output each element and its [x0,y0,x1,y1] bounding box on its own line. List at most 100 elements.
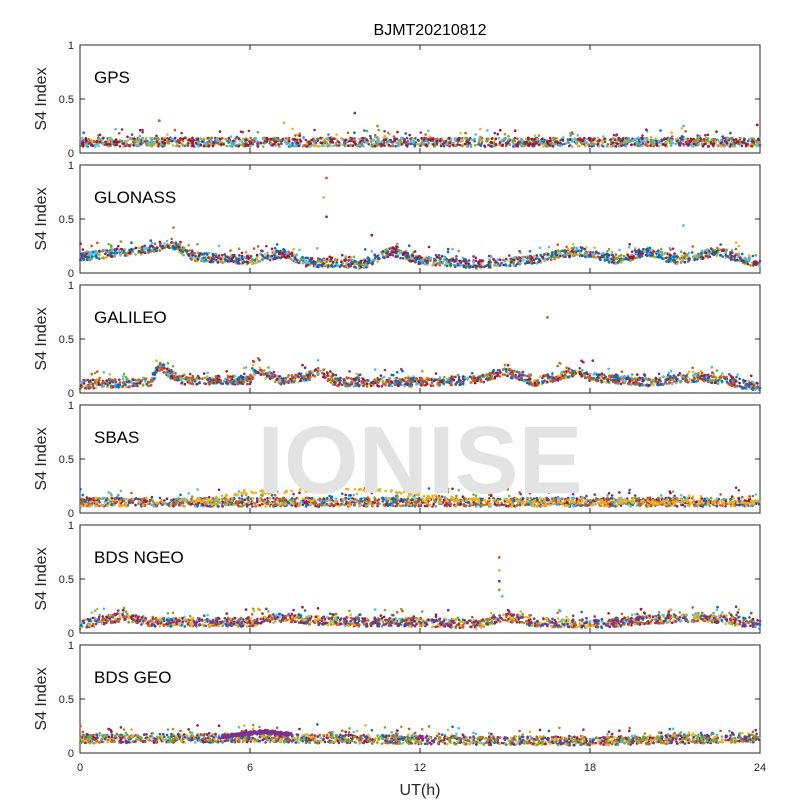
data-point [202,256,205,260]
data-point [619,253,623,257]
data-point [492,257,495,261]
data-point [751,254,755,258]
data-point [376,254,380,258]
data-point [606,143,610,146]
data-point [190,251,193,255]
data-point [520,376,523,380]
data-point [565,141,568,145]
data-point [377,138,380,141]
data-point [670,131,673,134]
data-point [603,259,607,262]
data-point [224,255,228,259]
data-point [344,138,348,142]
data-point [738,381,741,385]
data-point [491,377,494,380]
data-point [489,140,493,144]
spike-point [149,239,153,243]
data-point [706,248,709,251]
data-point [165,239,169,243]
data-point [575,246,579,250]
data-point [278,375,281,378]
data-point [548,139,551,143]
data-point [221,253,224,257]
data-point [612,144,616,148]
data-point [634,137,638,141]
data-point [196,251,200,255]
data-point [148,246,151,250]
data-point [652,383,655,387]
data-point [587,136,591,140]
data-point [392,247,396,251]
y-tick-label: 0.5 [59,214,74,226]
data-point [229,141,233,144]
data-point [655,142,658,145]
data-point [122,375,125,378]
data-point [219,257,223,261]
data-point [457,138,460,142]
data-point [124,375,128,379]
data-point [319,136,322,140]
data-point [322,262,325,266]
data-point [697,142,701,146]
data-point [108,143,112,146]
data-point [619,259,623,262]
data-point [409,140,413,143]
data-point [107,140,111,143]
data-point [494,260,498,264]
data-point [737,244,741,248]
data-point [95,140,98,144]
data-point [295,253,299,256]
data-point [612,137,615,140]
data-point [577,144,581,148]
data-point [279,249,282,253]
y-axis-label: S4 Index [33,187,50,250]
data-point [719,141,723,145]
data-point [121,377,125,381]
spike-point [755,123,759,127]
data-point [184,136,187,140]
data-point [323,144,326,147]
data-point [600,144,604,147]
data-point [173,128,177,132]
data-point [394,144,398,148]
data-point [654,137,657,140]
data-point [334,141,338,145]
data-point [321,144,324,148]
data-point [606,250,609,253]
data-point [310,138,314,142]
data-point [690,251,694,254]
data-point [413,144,417,148]
data-point [749,263,752,267]
data-point [120,247,123,251]
data-point [366,256,370,260]
data-point [183,382,187,386]
data-point [85,139,88,143]
data-point [97,144,100,148]
data-point [113,249,117,252]
data-point [658,253,661,257]
data-point [439,139,442,143]
data-point [535,141,538,145]
data-point [267,366,270,369]
spike-point [682,224,685,227]
data-point [244,251,248,254]
data-point [167,137,171,141]
data-point [104,252,107,256]
data-point [488,258,491,261]
spike-point [322,196,326,199]
data-point [110,251,114,254]
data-point [752,137,756,141]
data-point [222,143,225,146]
data-point [480,139,483,142]
data-point [657,255,661,259]
data-point [522,140,526,144]
data-point [683,261,687,264]
data-point [440,254,444,258]
data-point [80,256,84,259]
data-point [319,263,323,267]
data-point [262,137,265,141]
data-point [480,142,483,146]
data-point [334,264,337,268]
data-point [285,137,288,140]
data-point [353,263,356,266]
